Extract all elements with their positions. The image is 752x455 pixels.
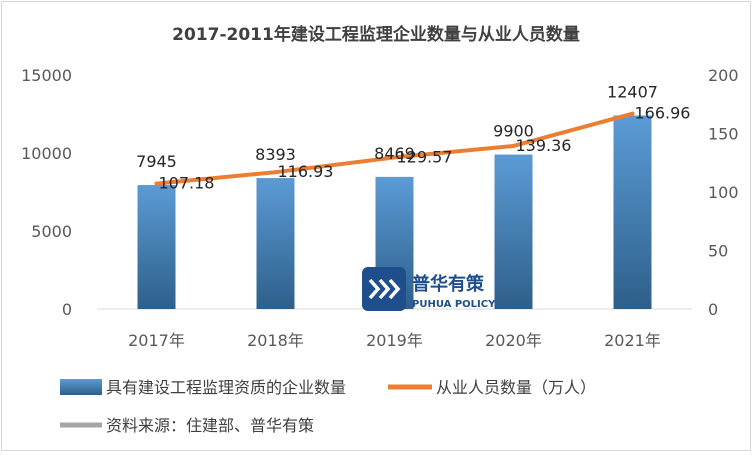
bar-value-label: 9900 <box>493 122 534 141</box>
line-point <box>392 155 397 160</box>
line-value-label: 129.57 <box>397 147 453 166</box>
right-tick-label: 0 <box>708 300 718 319</box>
data-labels: 7945 8393 8469 9900 12407 107.18 116.93 129.57 1… <box>136 82 690 192</box>
bar <box>256 178 295 309</box>
x-axis: 2017年 2018年 2019年 2020年 2021年 <box>128 331 661 350</box>
chart-title: 2017-2011年建设工程监理企业数量与从业人员数量 <box>172 24 580 45</box>
bar-value-label: 8469 <box>374 144 415 163</box>
line-point <box>154 181 159 186</box>
bar <box>494 154 533 309</box>
watermark-subtitle: PUHUA POLICY <box>412 299 496 310</box>
left-axis: 0 5000 10000 15000 <box>21 66 72 319</box>
left-tick-label: 5000 <box>31 222 72 241</box>
left-tick-label: 0 <box>62 300 72 319</box>
x-tick-label: 2021年 <box>604 331 661 350</box>
x-tick-label: 2018年 <box>247 331 304 350</box>
legend-source-label: 资料来源：住建部、普华有策 <box>106 416 314 435</box>
left-tick-label: 10000 <box>21 144 72 163</box>
watermark-name: 普华有策 <box>412 273 485 295</box>
right-axis: 0 50 100 150 200 <box>708 66 739 319</box>
bar-value-label: 7945 <box>136 152 177 171</box>
line-point <box>511 143 516 148</box>
bar-series <box>137 115 652 309</box>
line-series <box>154 111 635 186</box>
legend-bar-swatch <box>60 379 102 395</box>
legend-line-label: 从业人员数量（万人） <box>436 378 596 397</box>
bar-value-label: 12407 <box>607 82 658 101</box>
bar-value-label: 8393 <box>255 145 296 164</box>
right-tick-label: 200 <box>708 66 739 85</box>
bar <box>137 185 176 309</box>
bar <box>613 115 652 309</box>
x-tick-label: 2019年 <box>366 331 423 350</box>
x-tick-label: 2020年 <box>485 331 542 350</box>
line-value-label: 107.18 <box>159 174 215 193</box>
line-value-label: 166.96 <box>635 104 691 123</box>
line-point <box>273 170 278 175</box>
x-tick-label: 2017年 <box>128 331 185 350</box>
watermark-chevrons-icon <box>368 278 401 300</box>
right-tick-label: 100 <box>708 183 739 202</box>
line-value-label: 139.36 <box>516 136 572 155</box>
chart-svg: 2017-2011年建设工程监理企业数量与从业人员数量 0 5000 10000 15… <box>21 24 739 435</box>
right-tick-label: 50 <box>708 242 728 261</box>
line-point <box>630 111 635 116</box>
line-value-label: 116.93 <box>278 162 334 181</box>
watermark: 普华有策 PUHUA POLICY <box>362 267 496 311</box>
watermark-logo-icon <box>362 267 406 311</box>
left-tick-label: 15000 <box>21 66 72 85</box>
legend: 具有建设工程监理资质的企业数量 从业人员数量（万人） 资料来源：住建部、普华有策 <box>60 378 596 435</box>
right-tick-label: 150 <box>708 125 739 144</box>
legend-bar-label: 具有建设工程监理资质的企业数量 <box>106 378 346 397</box>
